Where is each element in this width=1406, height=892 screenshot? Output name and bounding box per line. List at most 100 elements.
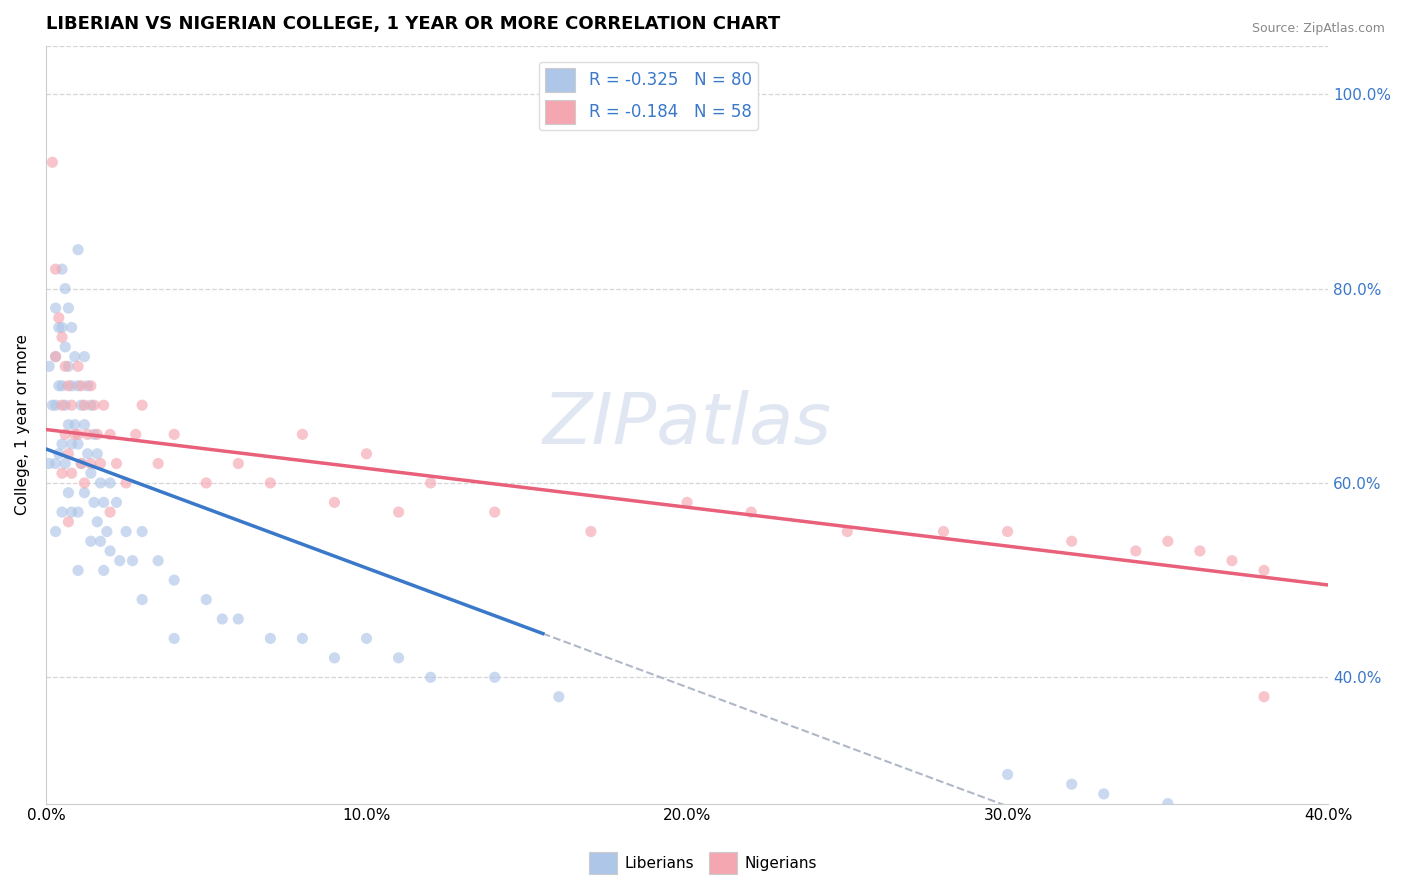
Point <box>76 427 98 442</box>
Point <box>58 301 80 315</box>
Point <box>163 427 186 442</box>
Point <box>131 524 153 539</box>
Point <box>98 475 121 490</box>
Point <box>48 378 70 392</box>
Point <box>45 398 67 412</box>
Y-axis label: College, 1 year or more: College, 1 year or more <box>15 334 30 516</box>
Point <box>66 243 89 257</box>
Point <box>48 447 70 461</box>
Point <box>63 427 86 442</box>
Point <box>259 475 281 490</box>
Point <box>73 475 96 490</box>
Point <box>38 359 60 374</box>
Point <box>676 495 699 509</box>
Point <box>387 505 409 519</box>
Point <box>76 378 98 392</box>
Point <box>484 505 506 519</box>
Point <box>45 524 67 539</box>
Point <box>66 563 89 577</box>
Point <box>45 350 67 364</box>
Point <box>1060 777 1083 791</box>
Point <box>83 427 105 442</box>
Point <box>53 427 76 442</box>
Point <box>80 467 103 481</box>
Point <box>60 398 83 412</box>
Point <box>211 612 233 626</box>
Point <box>1060 534 1083 549</box>
Point <box>53 398 76 412</box>
Point <box>1157 797 1180 811</box>
Point <box>163 632 186 646</box>
Point <box>63 417 86 432</box>
Point <box>73 417 96 432</box>
Point <box>419 475 441 490</box>
Point <box>70 378 93 392</box>
Point <box>356 632 378 646</box>
Point <box>80 378 103 392</box>
Point <box>83 495 105 509</box>
Point <box>51 330 73 344</box>
Point <box>93 563 115 577</box>
Point <box>291 632 314 646</box>
Point <box>51 505 73 519</box>
Point <box>98 427 121 442</box>
Point <box>58 359 80 374</box>
Point <box>58 447 80 461</box>
Point <box>1092 787 1115 801</box>
Point <box>997 767 1019 781</box>
Point <box>98 544 121 558</box>
Point <box>80 398 103 412</box>
Point <box>387 651 409 665</box>
Point <box>86 447 108 461</box>
Point <box>51 467 73 481</box>
Point <box>60 505 83 519</box>
Point <box>226 457 249 471</box>
Point <box>51 378 73 392</box>
Point <box>105 495 128 509</box>
Point <box>121 554 143 568</box>
Point <box>86 427 108 442</box>
Point <box>66 437 89 451</box>
Point <box>1188 544 1211 558</box>
Point <box>105 457 128 471</box>
Point <box>740 505 762 519</box>
Point <box>80 457 103 471</box>
Point <box>89 457 111 471</box>
Point <box>146 457 169 471</box>
Point <box>80 534 103 549</box>
Point <box>58 485 80 500</box>
Point <box>60 467 83 481</box>
Point <box>53 282 76 296</box>
Point <box>125 427 148 442</box>
Point <box>66 359 89 374</box>
Point <box>1253 563 1275 577</box>
Point <box>53 359 76 374</box>
Text: Source: ZipAtlas.com: Source: ZipAtlas.com <box>1251 22 1385 36</box>
Point <box>60 437 83 451</box>
Point <box>73 350 96 364</box>
Point <box>1157 534 1180 549</box>
Point <box>66 378 89 392</box>
Point <box>63 350 86 364</box>
Point <box>291 427 314 442</box>
Point <box>66 427 89 442</box>
Point <box>73 485 96 500</box>
Point <box>73 398 96 412</box>
Point <box>86 515 108 529</box>
Point <box>53 340 76 354</box>
Point <box>89 534 111 549</box>
Point <box>484 670 506 684</box>
Text: ZIPatlas: ZIPatlas <box>543 390 831 459</box>
Point <box>89 475 111 490</box>
Point <box>115 475 138 490</box>
Point <box>41 398 63 412</box>
Point <box>323 495 346 509</box>
Point <box>70 457 93 471</box>
Point <box>58 378 80 392</box>
Point <box>60 378 83 392</box>
Point <box>163 573 186 587</box>
Point <box>45 301 67 315</box>
Legend: R = -0.325   N = 80, R = -0.184   N = 58: R = -0.325 N = 80, R = -0.184 N = 58 <box>538 62 758 130</box>
Legend: Liberians, Nigerians: Liberians, Nigerians <box>583 846 823 880</box>
Point <box>58 417 80 432</box>
